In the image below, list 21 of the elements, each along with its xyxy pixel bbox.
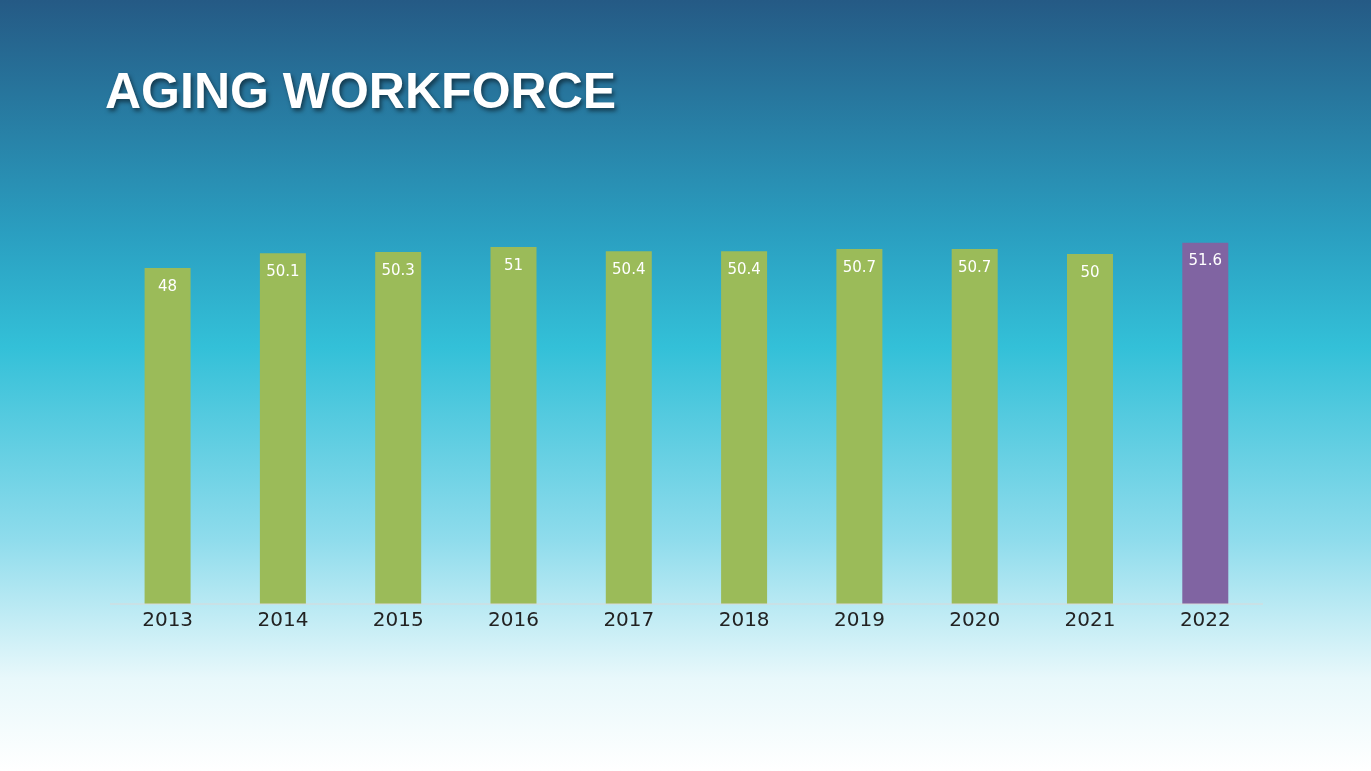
data-label: 50.7 (842, 257, 877, 276)
x-tick-label: 2017 (603, 607, 655, 632)
data-label: 50.4 (727, 259, 761, 278)
x-tick-label: 2013 (142, 607, 194, 632)
x-tick-label: 2018 (718, 607, 770, 632)
x-tick-label: 2019 (834, 607, 885, 632)
chart-title: AGING WORKFORCE (105, 62, 617, 120)
x-tick-label: 2015 (372, 607, 424, 632)
data-label: 50.1 (266, 261, 300, 280)
x-tick-label: 2022 (1179, 607, 1231, 632)
data-label: 50 (1080, 262, 1100, 281)
x-tick-label: 2016 (488, 607, 539, 632)
x-tick-label: 2021 (1064, 607, 1116, 632)
data-label: 50.3 (381, 260, 415, 279)
x-tick-label: 2020 (949, 607, 1001, 632)
data-label: 48 (158, 276, 178, 295)
data-label: 50.4 (612, 259, 646, 278)
data-label: 51 (503, 255, 524, 274)
x-tick-label: 2014 (257, 607, 309, 632)
data-label: 50.7 (957, 257, 992, 276)
data-label: 51.6 (1188, 251, 1222, 270)
